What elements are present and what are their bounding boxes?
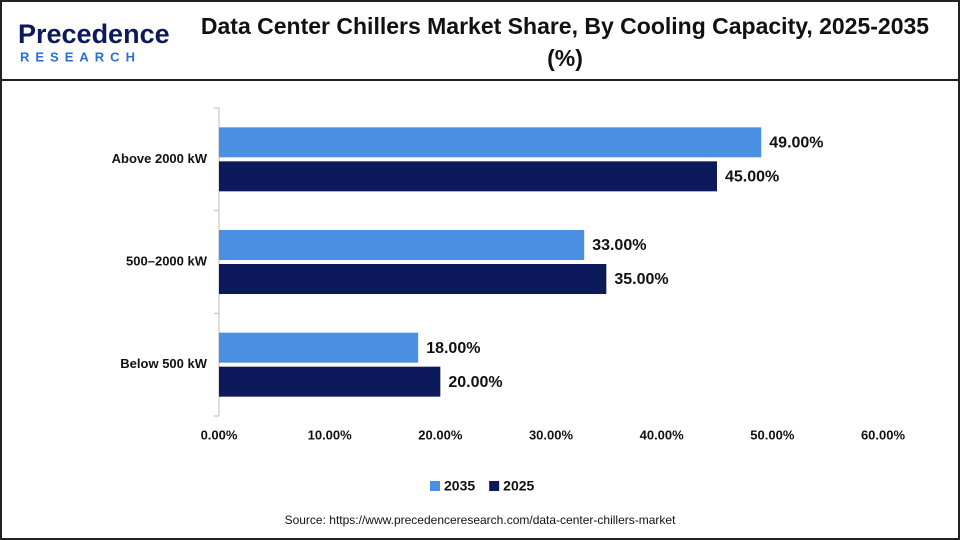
- legend-swatch: [489, 481, 500, 491]
- x-tick-label: 40.00%: [640, 427, 685, 442]
- x-tick-label: 50.00%: [750, 427, 795, 442]
- bar: [219, 127, 762, 158]
- y-tick-label: 500–2000 kW: [126, 253, 208, 268]
- x-tick-label: 60.00%: [861, 427, 906, 442]
- chart-title: Data Center Chillers Market Share, By Co…: [200, 13, 930, 71]
- y-tick-label: Below 500 kW: [120, 356, 207, 371]
- x-tick-label: 0.00%: [201, 427, 238, 442]
- value-label: 18.00%: [426, 340, 480, 357]
- value-label: 20.00%: [448, 374, 502, 391]
- bar: [219, 161, 717, 192]
- legend-swatch: [430, 481, 440, 491]
- bar: [219, 366, 441, 397]
- legend-label: 2035: [444, 478, 475, 494]
- x-tick-label: 30.00%: [529, 427, 574, 442]
- value-label: 49.00%: [769, 135, 823, 152]
- value-label: 33.00%: [592, 237, 646, 254]
- bar: [219, 332, 419, 363]
- legend-label: 2025: [503, 478, 534, 494]
- x-tick-label: 20.00%: [418, 427, 463, 442]
- x-tick-label: 10.00%: [308, 427, 353, 442]
- source: Source: https://www.precedenceresearch.c…: [285, 513, 676, 527]
- bar: [219, 230, 585, 260]
- logo-tagline: RESEARCH: [20, 49, 141, 64]
- value-label: 45.00%: [725, 169, 779, 186]
- y-tick-label: Above 2000 kW: [112, 151, 208, 166]
- logo-name: Precedence: [18, 19, 170, 49]
- bar: [219, 264, 607, 294]
- value-label: 35.00%: [614, 271, 668, 288]
